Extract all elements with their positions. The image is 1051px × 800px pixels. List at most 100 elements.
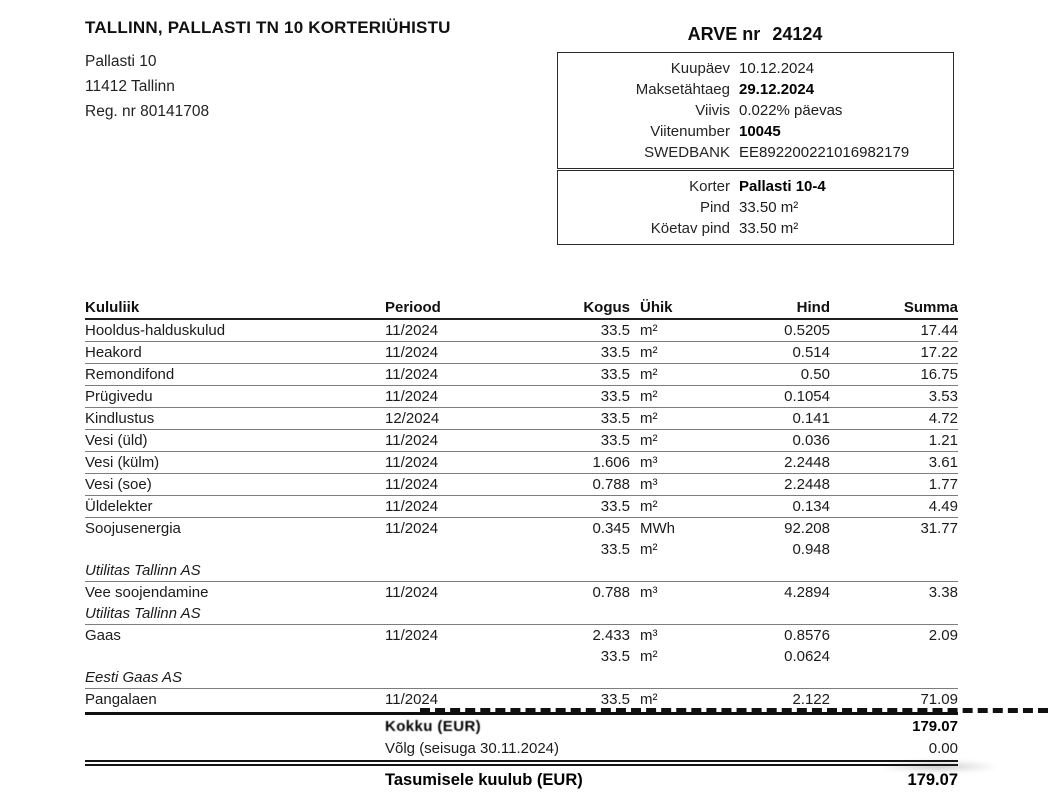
table-row: Utilitas Tallinn AS	[85, 560, 958, 582]
apartment-detail-value: 33.50 m²	[739, 220, 799, 237]
total-row-volg: Võlg (seisuga 30.11.2024) 0.00	[85, 737, 958, 759]
total-row-due: Tasumisele kuulub (EUR) 179.07	[85, 766, 958, 794]
table-cell: 33.5	[600, 410, 630, 427]
table-cell: Prügivedu	[85, 388, 153, 405]
table-row: Soojusenergia 11/2024 0.345 MWh 92.208 31.77	[85, 518, 958, 539]
column-header: Summa	[903, 299, 958, 316]
invoice-detail-label: Viitenumber	[650, 123, 730, 140]
table-body: Hooldus-halduskulud 11/2024 33.5 m² 0.5205 17…	[85, 320, 958, 710]
apartment-detail-value: 33.50 m²	[739, 199, 799, 216]
apartment-detail-row: Pind 33.50 m²	[558, 197, 944, 218]
table-row: Eesti Gaas AS	[85, 667, 958, 689]
table-row: Vesi (üld) 11/2024 33.5 m² 0.036 1.21	[85, 430, 958, 452]
apartment-detail-label: Korter	[689, 178, 730, 195]
company-name: TALLINN, PALLASTI TN 10 KORTERIÜHISTU	[85, 18, 451, 37]
apartment-detail-label: Pind	[699, 199, 730, 216]
table-cell: Heakord	[85, 344, 142, 361]
table-cell: 0.345	[592, 520, 630, 537]
volg-label: Võlg (seisuga 30.11.2024)	[385, 739, 560, 757]
table-cell: m²	[640, 410, 658, 427]
due-value: 179.07	[907, 770, 958, 789]
table-cell: 0.036	[792, 432, 830, 449]
table-cell: 12/2024	[385, 410, 440, 427]
table-cell: 11/2024	[385, 366, 439, 383]
table-cell: 3.53	[928, 388, 958, 405]
table-cell: 0.50	[800, 366, 830, 383]
table-row: Gaas 11/2024 2.433 m³ 0.8576 2.09	[85, 625, 958, 646]
table-cell: 11/2024	[385, 520, 439, 537]
table-cell: m³	[640, 627, 658, 644]
table-cell: 17.44	[920, 322, 958, 339]
table-cell: 1.606	[592, 454, 630, 471]
table-header-row: Kululiik Periood Kogus Ühik Hind Summa	[85, 296, 958, 320]
table-cell: Vee soojendamine	[85, 584, 209, 601]
table-row: Vee soojendamine 11/2024 0.788 m³ 4.2894 3.38	[85, 582, 958, 603]
invoice-detail-value: EE892200221016982179	[739, 144, 910, 161]
column-header: Hind	[796, 299, 830, 316]
table-cell: 11/2024	[385, 432, 439, 449]
table-cell: 33.5	[600, 541, 630, 558]
table-row: 33.5 m² 0.948	[85, 539, 958, 560]
charges-table: Kululiik Periood Kogus Ühik Hind Summa Hooldu…	[85, 296, 1048, 794]
table-cell: 33.5	[600, 344, 630, 361]
invoice-detail-label: Kuupäev	[670, 60, 730, 77]
apartment-detail-row: Korter Pallasti 10-4	[558, 176, 944, 197]
invoice-detail-label: SWEDBANK	[644, 144, 730, 161]
table-cell: 16.75	[920, 366, 958, 383]
apartment-detail-row: Köetav pind 33.50 m²	[558, 218, 944, 239]
table-cell: m³	[640, 476, 658, 493]
table-cell: 4.49	[928, 498, 958, 515]
table-cell: Utilitas Tallinn AS	[85, 562, 201, 579]
table-cell: 3.61	[928, 454, 958, 471]
invoice-details-box: Kuupäev 10.12.2024 Maksetähtaeg 29.12.2024 V…	[557, 52, 954, 169]
totals-section: Kokku (EUR) 179.07 Võlg (seisuga 30.11.2…	[85, 708, 1048, 794]
table-cell: 3.38	[928, 584, 958, 601]
table-cell: MWh	[640, 520, 675, 537]
table-cell: 33.5	[600, 432, 630, 449]
column-header: Ühik	[640, 299, 673, 316]
table-row: Remondifond 11/2024 33.5 m² 0.50 16.75	[85, 364, 958, 386]
company-address-city: 11412 Tallinn	[85, 78, 175, 95]
table-cell: Vesi (külm)	[85, 454, 160, 471]
column-header: Periood	[385, 299, 441, 316]
invoice-detail-row: SWEDBANK EE892200221016982179	[558, 142, 944, 163]
table-row: Heakord 11/2024 33.5 m² 0.514 17.22	[85, 342, 958, 364]
invoice-title-label: ARVE nr	[687, 24, 761, 44]
table-cell: 11/2024	[385, 498, 439, 515]
apartment-details-box: Korter Pallasti 10-4 Pind 33.50 m² Köetav pi…	[557, 170, 954, 245]
table-cell: m²	[640, 691, 658, 708]
table-cell: Vesi (üld)	[85, 432, 148, 449]
table-cell: 11/2024	[385, 584, 439, 601]
table-cell: 4.72	[928, 410, 958, 427]
table-cell: 4.2894	[784, 584, 830, 601]
table-cell: m³	[640, 584, 658, 601]
table-cell: Remondifond	[85, 366, 175, 383]
table-cell: Üldelekter	[85, 498, 153, 515]
kokku-label: Kokku (EUR)	[385, 717, 482, 735]
invoice-detail-row: Maksetähtaeg 29.12.2024	[558, 79, 944, 100]
table-cell: 11/2024	[385, 627, 439, 644]
table-cell: 71.09	[920, 691, 958, 708]
apartment-detail-label: Köetav pind	[650, 220, 730, 237]
column-header: Kululiik	[85, 299, 140, 316]
table-cell: 2.433	[592, 627, 630, 644]
table-row: Utilitas Tallinn AS	[85, 603, 958, 625]
invoice-detail-row: Viitenumber 10045	[558, 121, 944, 142]
table-cell: 11/2024	[385, 476, 439, 493]
apartment-detail-value: Pallasti 10-4	[739, 178, 826, 195]
table-cell: 92.208	[784, 520, 830, 537]
invoice-detail-label: Maksetähtaeg	[635, 81, 730, 98]
table-cell: m²	[640, 388, 658, 405]
table-row: Pangalaen 11/2024 33.5 m² 2.122 71.09	[85, 689, 958, 710]
table-row: Vesi (külm) 11/2024 1.606 m³ 2.2448 3.61	[85, 452, 958, 474]
table-cell: 33.5	[600, 691, 630, 708]
table-cell: 31.77	[920, 520, 958, 537]
totals-double-rule	[85, 760, 958, 766]
table-row: Hooldus-halduskulud 11/2024 33.5 m² 0.5205 17…	[85, 320, 958, 342]
table-cell: 2.2448	[784, 476, 830, 493]
table-cell: m³	[640, 454, 658, 471]
table-cell: m²	[640, 432, 658, 449]
table-cell: Eesti Gaas AS	[85, 669, 182, 686]
scan-dash-artifact	[420, 708, 1048, 713]
